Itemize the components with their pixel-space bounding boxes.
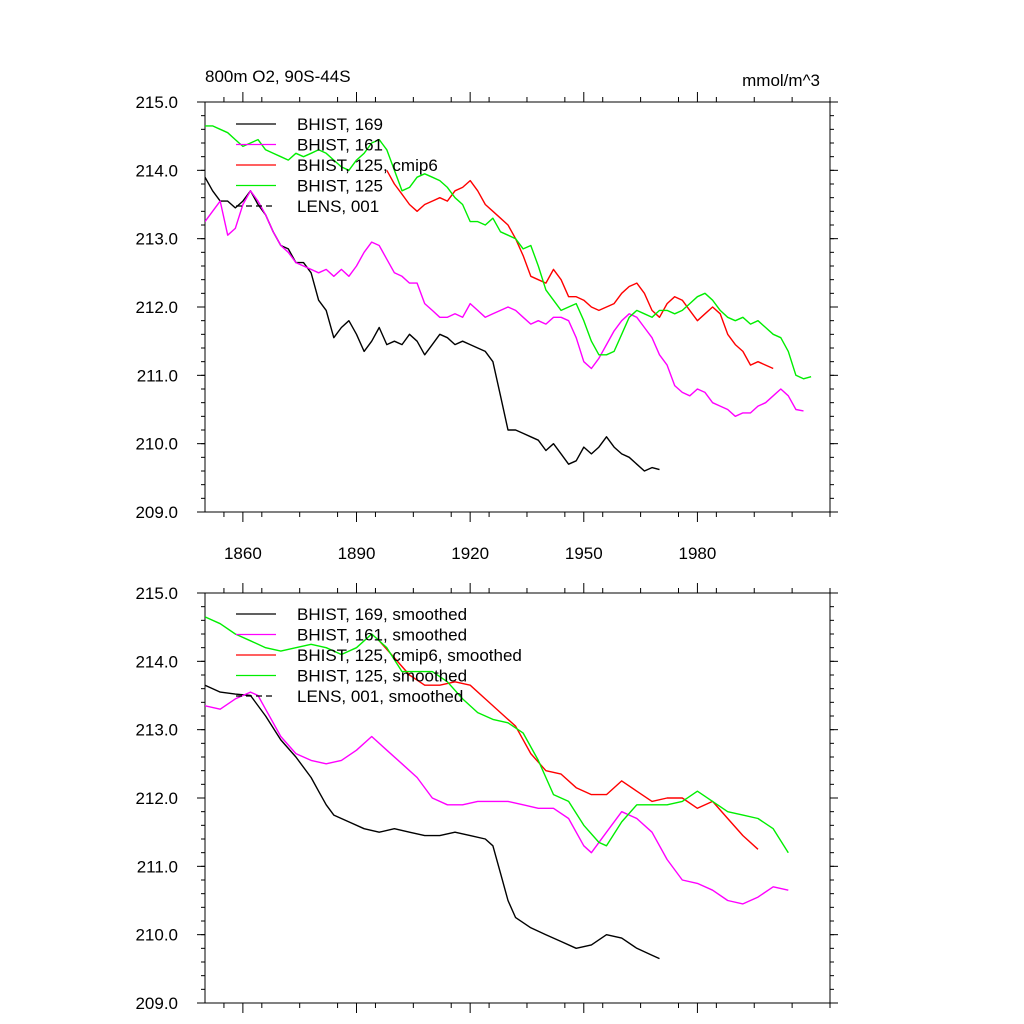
y-tick-label: 215.0 — [135, 584, 178, 603]
legend-label: BHIST, 125, cmip6 — [297, 156, 438, 175]
y-tick-label: 212.0 — [135, 298, 178, 317]
x-tick-label: 1890 — [338, 544, 376, 563]
series-line-bhist-161-smoothed — [205, 691, 789, 905]
x-tick-label: 1860 — [224, 544, 262, 563]
series-line-bhist-125-cmip6 — [386, 169, 774, 370]
y-tick-label: 213.0 — [135, 230, 178, 249]
legend-label: BHIST, 169 — [297, 115, 383, 134]
y-tick-label: 209.0 — [135, 503, 178, 522]
y-tick-label: 213.0 — [135, 721, 178, 740]
chart-title: 800m O2, 90S-44S — [205, 67, 351, 86]
y-tick-label: 212.0 — [135, 789, 178, 808]
bottom-panel: 209.0 210.0 211.0 212.0 213.0 214.0 215.0 BHIST… — [135, 583, 838, 1013]
y-tick-label: 215.0 — [135, 93, 178, 112]
legend-label: LENS, 001, smoothed — [297, 687, 463, 706]
series-line-bhist-125-cmip6-smoothed — [378, 640, 759, 850]
legend-label: BHIST, 125, smoothed — [297, 667, 467, 686]
legend-label: BHIST, 161 — [297, 136, 383, 155]
x-tick-label: 1980 — [679, 544, 717, 563]
y-tick-label: 210.0 — [135, 435, 178, 454]
legend-label: LENS, 001 — [297, 197, 379, 216]
legend-label: BHIST, 125 — [297, 177, 383, 196]
top-panel: 209.0 210.0 211.0 212.0 213.0 214.0 215.0 1860 1… — [135, 67, 838, 563]
series-group — [205, 125, 812, 472]
y-tick-label: 210.0 — [135, 926, 178, 945]
units-label: mmol/m^3 — [742, 71, 820, 90]
series-group — [205, 616, 789, 960]
legend-label: BHIST, 125, cmip6, smoothed — [297, 646, 522, 665]
series-line-bhist-161 — [205, 190, 804, 417]
y-tick-label: 209.0 — [135, 994, 178, 1013]
y-tick-label: 211.0 — [137, 857, 178, 876]
y-tick-label: 211.0 — [137, 366, 178, 385]
legend-label: BHIST, 169, smoothed — [297, 605, 467, 624]
series-line-bhist-169-smoothed — [205, 684, 660, 960]
series-line-bhist-125-smoothed — [205, 616, 789, 854]
y-tick-label: 214.0 — [135, 652, 178, 671]
legend-label: BHIST, 161, smoothed — [297, 626, 467, 645]
x-tick-label: 1950 — [565, 544, 603, 563]
series-line-bhist-169 — [205, 176, 660, 472]
series-line-bhist-125 — [205, 125, 812, 380]
x-tick-label: 1920 — [451, 544, 489, 563]
y-tick-label: 214.0 — [135, 161, 178, 180]
